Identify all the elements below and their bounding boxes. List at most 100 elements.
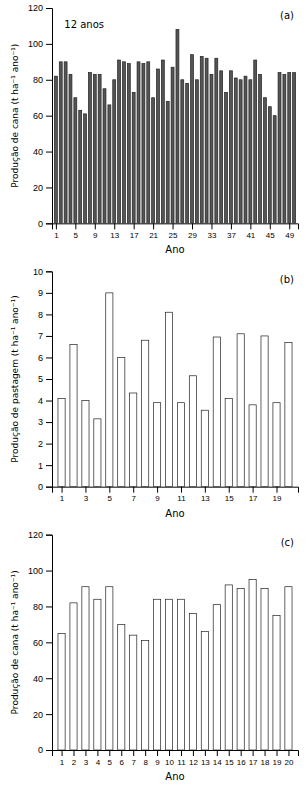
axis-domain [53,224,299,230]
x-tick-mark [265,750,266,756]
y-tick: 6 [38,353,52,363]
x-tick-label: 49 [285,231,294,240]
y-tick-mark [46,465,52,466]
x-tick-label: 8 [143,758,148,767]
x-tick: 3 [84,750,89,767]
bar [177,599,184,750]
x-tick-label: 2 [72,758,77,767]
y-tick-mark [46,8,52,9]
x-tick: 21 [149,223,158,240]
y-tick-mark [46,223,52,224]
bar [268,107,271,224]
panel-label: (a) [280,10,294,21]
bar [205,58,208,223]
x-tick-mark [121,750,122,756]
x-tick-mark [134,223,135,229]
x-tick: 11 [177,750,186,767]
y-tick-label: 40 [33,147,43,157]
x-tick: 5 [108,487,113,504]
axis-domain [46,535,53,750]
y-tick-mark [46,357,52,358]
x-tick-mark [270,223,271,229]
x-tick-mark [193,750,194,756]
bars [58,293,292,487]
bar [191,55,194,224]
bar [165,312,172,486]
y-tick-label: 6 [38,353,43,363]
y-tick-mark [46,379,52,380]
y-tick-mark [46,535,52,536]
bar [132,92,135,223]
x-tick: 17 [130,223,139,240]
bar [201,410,208,486]
x-tick-mark [277,487,278,493]
y-tick-mark [46,678,52,679]
x-tick-mark [56,223,57,229]
bar [213,337,220,487]
y-tick-label: 60 [33,111,43,121]
x-tick-mark [157,487,158,493]
bar [84,114,87,223]
bar [142,340,149,486]
y-tick-label: 5 [38,374,43,384]
bar [249,580,256,750]
x-tick-label: 25 [169,231,178,240]
y-tick-label: 1 [38,461,43,471]
x-tick: 9 [155,487,160,504]
x-tick: 1 [60,487,65,504]
x-axis-title: Ano [165,244,184,255]
bar [237,334,244,487]
bar [127,64,130,224]
bar [69,74,72,223]
y-tick: 2 [38,439,52,449]
y-tick: 0 [38,219,52,229]
y-tick: 60 [33,111,52,121]
x-tick-label: 5 [108,494,113,503]
y-tick: 8 [38,310,52,320]
x-tick: 16 [237,750,246,767]
bar [118,624,125,750]
bar [122,62,125,224]
x-tick: 41 [246,223,255,240]
panel: 135791113151719012345678910AnoProdução d… [10,267,299,519]
bar [161,60,164,223]
y-tick: 60 [33,638,52,648]
bar [166,101,169,223]
bar [259,74,262,223]
x-tick: 1 [54,223,59,240]
x-tick-label: 5 [74,231,79,240]
y-tick: 40 [33,147,52,157]
x-tick: 10 [165,750,174,767]
x-tick-label: 19 [273,758,282,767]
y-tick-label: 0 [38,482,43,492]
x-tick-label: 1 [60,758,65,767]
axis-domain [53,487,299,493]
bar [200,56,203,223]
bar [213,605,220,750]
bar [118,357,125,486]
x-tick-mark [62,487,63,493]
x-tick-label: 15 [225,494,234,503]
x-tick: 19 [273,750,282,767]
x-tick-mark [205,750,206,756]
y-tick: 100 [28,39,52,49]
y-tick-label: 60 [33,638,43,648]
y-tick-mark [46,606,52,607]
x-tick-mark [181,487,182,493]
x-tick-label: 19 [273,494,282,503]
x-tick: 5 [108,750,113,767]
bar [106,587,113,750]
x-tick-label: 15 [225,758,234,767]
y-tick: 1 [38,461,52,471]
x-tick-mark [231,223,232,229]
x-tick-label: 4 [96,758,101,767]
panel-label: (b) [280,274,294,285]
bar [94,419,101,487]
bar [263,98,266,224]
y-tick-mark [46,44,52,45]
x-tick-label: 18 [261,758,270,767]
y-tick: 120 [28,3,52,13]
bar [225,585,232,750]
x-tick: 12 [189,750,198,767]
y-axis-title: Produção de pastagem (t ha⁻¹ ano⁻¹) [10,295,20,462]
